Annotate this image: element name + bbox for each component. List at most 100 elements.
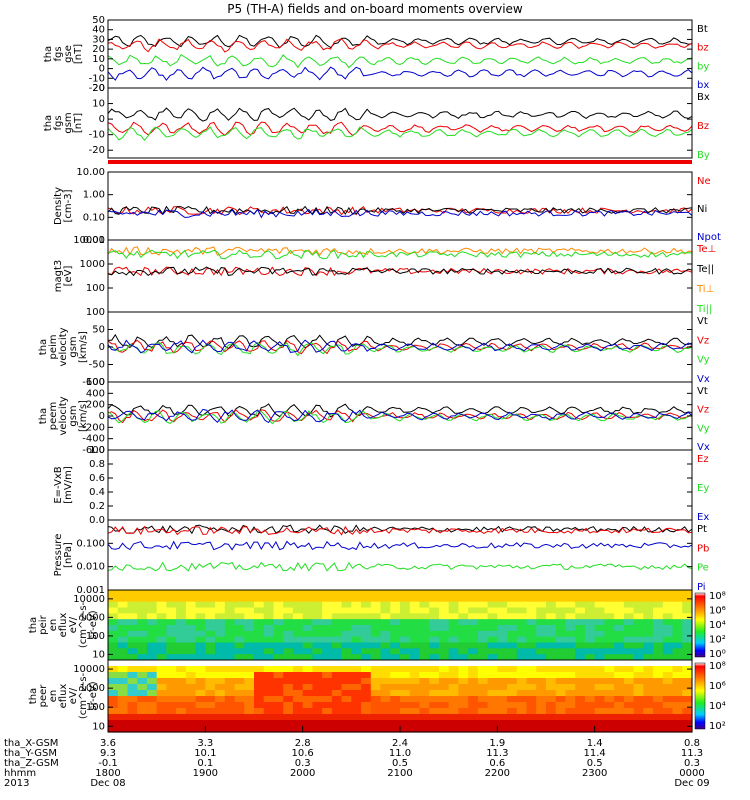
spectrogram-cell — [380, 714, 391, 721]
spectrogram-cell — [400, 672, 411, 679]
spectrogram-cell — [380, 690, 391, 697]
spectrogram-cell — [604, 666, 615, 673]
spectrogram-cell — [244, 630, 255, 638]
spectrogram-cell — [302, 708, 313, 715]
spectrogram-cell — [390, 654, 401, 661]
spectrogram-cell — [156, 708, 167, 715]
y-tick-label: 600 — [86, 377, 105, 388]
spectrogram-cell — [575, 720, 586, 727]
spectrogram-cell — [331, 636, 343, 644]
spectrogram-cell — [146, 720, 158, 727]
spectrogram-cell — [419, 660, 430, 667]
spectrogram-cell — [584, 720, 596, 727]
spectrogram-cell — [176, 636, 187, 644]
spectrogram-cell — [643, 684, 654, 691]
spectrogram-cell — [594, 714, 605, 721]
spectrogram-cell — [643, 595, 654, 603]
ephemeris-value: Dec 08 — [90, 778, 125, 789]
spectrogram-cell — [263, 613, 275, 620]
y-axis-label: [km/s] — [78, 331, 89, 363]
spectrogram-cell — [487, 726, 498, 733]
spectrogram-cell — [419, 720, 430, 727]
spectrogram-cell — [614, 595, 625, 603]
y-tick-label: 10.00 — [76, 167, 105, 178]
spectrogram-cell — [312, 660, 323, 667]
spectrogram-cell — [565, 595, 576, 603]
spectrogram-cell — [409, 590, 421, 597]
legend-label: bx — [697, 80, 709, 91]
spectrogram-cell — [146, 654, 158, 661]
spectrogram-cell — [477, 636, 489, 644]
spectrogram-cell — [127, 590, 138, 597]
spectrogram-cell — [555, 672, 567, 679]
spectrogram-cell — [224, 678, 236, 685]
spectrogram-cell — [205, 642, 216, 649]
ephemeris-value: 2200 — [485, 768, 510, 779]
spectrogram-cell — [448, 590, 459, 597]
spectrogram-cell — [146, 666, 158, 673]
spectrogram-cell — [351, 654, 362, 661]
spectrogram-cell — [224, 666, 236, 673]
spectrogram-cell — [516, 714, 528, 721]
spectrogram-cell — [312, 607, 323, 614]
y-axis-label: tha — [28, 688, 39, 704]
legend-label: Bt — [697, 24, 708, 35]
spectrogram-cell — [487, 607, 498, 614]
spectrogram-cell — [361, 601, 372, 609]
spectrogram-cell — [419, 726, 430, 733]
spectrogram-cell — [273, 678, 284, 685]
spectrogram-cell — [244, 702, 255, 709]
spectrogram-cell — [361, 590, 372, 597]
spectrogram-cell — [438, 678, 450, 685]
spectrogram-cell — [526, 690, 537, 697]
spectrogram-cell — [302, 625, 313, 632]
spectrogram-cell — [429, 648, 440, 655]
spectrogram-cell — [127, 666, 138, 673]
spectrogram-cell — [458, 625, 469, 632]
spectrogram-cell — [283, 696, 294, 703]
spectrogram-cell — [594, 708, 605, 715]
spectrogram-cell — [672, 625, 683, 632]
ephemeris-value: 2.8 — [295, 738, 311, 749]
spectrogram-cell — [292, 619, 304, 626]
spectrogram-cell — [224, 708, 236, 715]
spectrogram-cell — [419, 613, 430, 620]
spectrogram-cell — [458, 666, 469, 673]
spectrogram-cell — [409, 720, 421, 727]
spectrogram-cell — [584, 590, 596, 597]
spectrogram-cell — [400, 702, 411, 709]
spectrogram-cell — [575, 636, 586, 644]
spectrogram-cell — [594, 636, 605, 644]
spectrogram-cell — [273, 714, 284, 721]
spectrogram-cell — [633, 648, 644, 655]
spectrogram-cell — [400, 708, 411, 715]
spectrogram-cell — [662, 619, 674, 626]
ephemeris-value: Dec 09 — [674, 778, 709, 789]
spectrogram-cell — [146, 684, 158, 691]
spectrogram-cell — [477, 660, 489, 667]
spectrogram-cell — [614, 708, 625, 715]
spectrogram-cell — [351, 660, 362, 667]
spectrogram-cell — [497, 654, 508, 661]
spectrogram-cell — [594, 684, 605, 691]
spectrogram-cell — [594, 660, 605, 667]
spectrogram-cell — [409, 625, 421, 632]
spectrogram-cell — [244, 607, 255, 614]
spectrogram-cell — [195, 660, 206, 667]
spectrogram-cell — [507, 601, 518, 609]
spectrogram-cell — [283, 625, 294, 632]
spectrogram-cell — [419, 684, 430, 691]
spectrogram-cell — [477, 708, 489, 715]
series-line-vy — [107, 341, 693, 357]
spectrogram-cell — [555, 702, 567, 709]
spectrogram-cell — [224, 607, 236, 614]
y-axis-label: velocity — [58, 396, 69, 435]
y-tick-label: 0.100 — [76, 538, 105, 549]
spectrogram-cell — [273, 648, 284, 655]
spectrogram-cell — [312, 678, 323, 685]
spectrogram-cell — [215, 619, 226, 626]
spectrogram-cell — [370, 672, 382, 679]
spectrogram-cell — [254, 726, 265, 733]
spectrogram-cell — [263, 619, 275, 626]
spectrogram-cell — [341, 595, 352, 603]
